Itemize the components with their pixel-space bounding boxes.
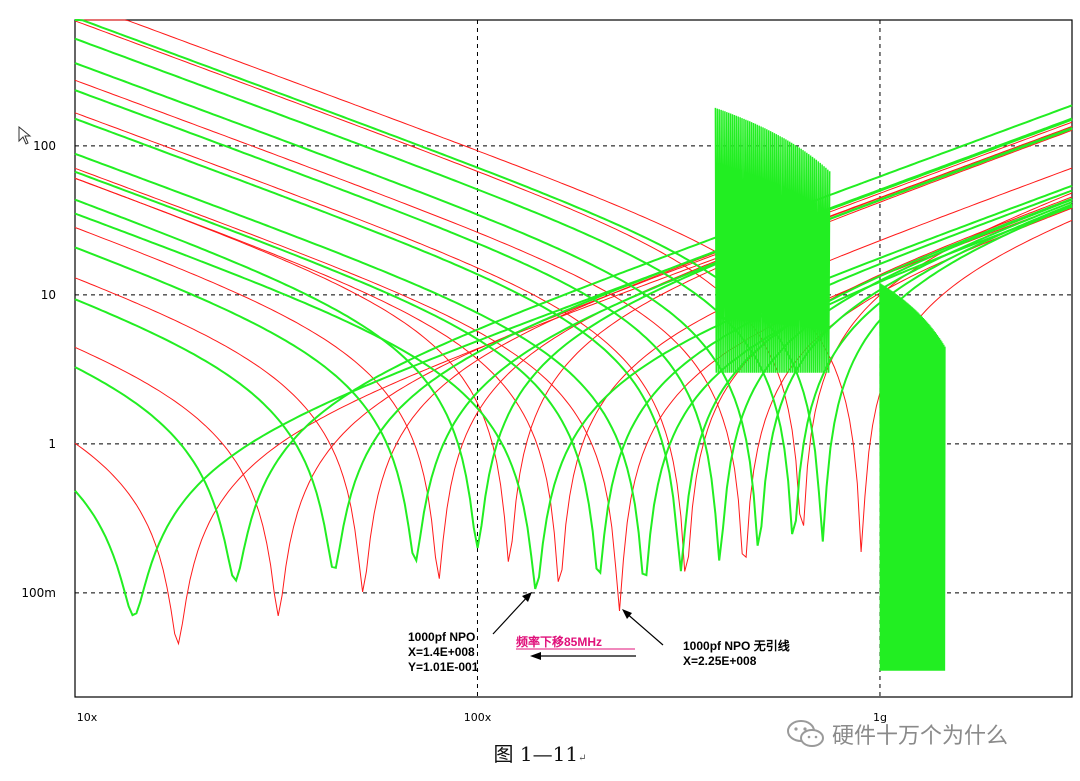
arrow-to-leadless-min [624,611,664,646]
arrow-to-npo-min [492,593,531,635]
watermark: 硬件十万个为什么 [786,718,1008,750]
green-resonance-ringing [879,283,946,671]
red-impedance-curve [74,121,1073,616]
annotation-npo: 1000pf NPO [408,630,475,644]
green-impedance-curve [74,62,1073,546]
annotation-npo-leadless: 1000pf NPO 无引线 [683,638,790,653]
x-tick-label: 100x [464,711,492,724]
green-impedance-curve [75,19,1073,542]
green-resonance-ringing [714,107,831,373]
figure-caption: 图 1—11↵ [493,742,587,766]
y-tick-label: 1 [48,437,56,451]
shift-arrow-head [530,652,541,660]
annotation-npo-leadless-x: X=2.25E+008 [683,654,757,668]
green-impedance-curve [74,37,1073,535]
arrow-head [622,609,632,619]
frequency-shift-label: 频率下移85MHz [516,634,602,649]
red-impedance-curve [74,167,1073,611]
green-impedance-curve [74,117,1073,570]
red-impedance-curve [74,79,1073,559]
y-tick-label: 100m [21,586,56,600]
green-impedance-curve [74,152,1073,577]
green-impedance-curve [74,117,1073,572]
x-tick-label: 10x [77,711,98,724]
arrow-head [522,592,532,602]
caption-text: 图 1—11 [493,742,579,766]
x-tick-label: 1g [873,711,887,724]
red-impedance-curve [74,167,1073,582]
red-impedance-curve [74,129,1073,562]
red-impedance-curve [74,112,1073,572]
green-impedance-curve [74,127,1073,549]
green-impedance-curve [74,104,1073,583]
y-tick-label: 10 [41,288,56,302]
mouse-pointer-icon [18,126,32,145]
annotation-npo-y: Y=1.01E-001 [408,660,479,674]
watermark-text: 硬件十万个为什么 [832,724,1009,749]
green-impedance-curve [74,170,1073,575]
y-tick-label: 100 [33,139,56,153]
green-impedance-curve [74,184,1073,590]
annotation-npo-x: X=1.4E+008 [408,645,475,659]
wechat-icon [787,720,824,747]
green-impedance-curve [74,89,1073,561]
